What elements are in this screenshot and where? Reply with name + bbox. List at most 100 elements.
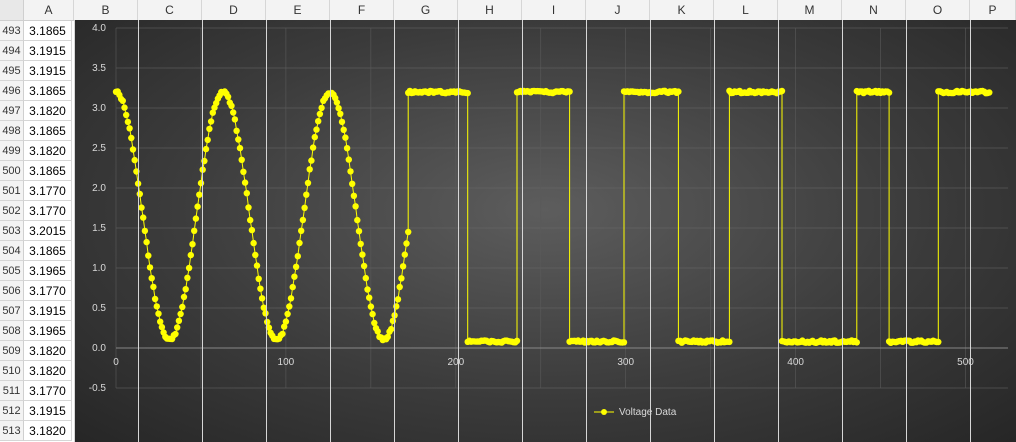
column-header-a[interactable]: A [24, 0, 74, 20]
column-header-e[interactable]: E [266, 0, 330, 20]
row-header[interactable]: 500 [0, 161, 24, 181]
column-header-f[interactable]: F [330, 0, 394, 20]
y-tick-label: 1.5 [92, 223, 106, 234]
row-header[interactable]: 493 [0, 21, 24, 41]
row-header[interactable]: 494 [0, 41, 24, 61]
y-tick-label: 2.5 [92, 143, 106, 154]
row-header[interactable]: 503 [0, 221, 24, 241]
data-point [405, 229, 411, 235]
cell-a[interactable]: 3.1770 [24, 201, 72, 221]
cell-a[interactable]: 3.1865 [24, 121, 72, 141]
row-header[interactable]: 501 [0, 181, 24, 201]
data-point [177, 311, 183, 317]
x-tick-label: 500 [957, 357, 974, 368]
grid-column-line [586, 20, 587, 442]
cell-a[interactable]: 3.1820 [24, 101, 72, 121]
grid-column-line [266, 20, 267, 442]
cell-a[interactable]: 3.1820 [24, 361, 72, 381]
cell-a[interactable]: 3.1865 [24, 21, 72, 41]
row-header[interactable]: 496 [0, 81, 24, 101]
cell-a[interactable]: 3.1965 [24, 261, 72, 281]
cell-a[interactable]: 3.1915 [24, 401, 72, 421]
cell-a[interactable]: 3.1820 [24, 421, 72, 441]
column-header-k[interactable]: K [650, 0, 714, 20]
cell-a[interactable]: 3.1770 [24, 281, 72, 301]
grid-column-line [202, 20, 203, 442]
data-point [250, 240, 256, 246]
row-header[interactable]: 502 [0, 201, 24, 221]
column-header-d[interactable]: D [202, 0, 266, 20]
row-header[interactable]: 505 [0, 261, 24, 281]
data-point [157, 319, 163, 325]
data-point [191, 228, 197, 234]
data-point [986, 89, 992, 95]
data-point [128, 135, 134, 141]
cell-a[interactable]: 3.1770 [24, 381, 72, 401]
data-point [264, 319, 270, 325]
cell-a[interactable]: 3.1915 [24, 41, 72, 61]
data-point [245, 204, 251, 210]
row-header[interactable]: 499 [0, 141, 24, 161]
row-header[interactable]: 497 [0, 101, 24, 121]
column-header-b[interactable]: B [74, 0, 138, 20]
column-header-i[interactable]: I [522, 0, 586, 20]
cell-a[interactable]: 3.2015 [24, 221, 72, 241]
row-header[interactable]: 513 [0, 421, 24, 441]
data-point [366, 295, 372, 301]
cell-a[interactable]: 3.1770 [24, 181, 72, 201]
data-point [312, 134, 318, 140]
chart-area[interactable]: -0.5 0.0 0.5 1.0 1.5 2.0 2.5 3.0 3.5 4.0 0 100 200 3… [74, 20, 1016, 442]
data-point [344, 145, 350, 151]
data-point [198, 180, 204, 186]
select-all-corner[interactable] [0, 0, 24, 20]
data-point [318, 105, 324, 111]
data-point [398, 275, 404, 281]
data-point [315, 118, 321, 124]
column-header-n[interactable]: N [842, 0, 906, 20]
row-header[interactable]: 508 [0, 321, 24, 341]
grid-column-line [778, 20, 779, 442]
cell-a[interactable]: 3.1965 [24, 321, 72, 341]
cell-a[interactable]: 3.1865 [24, 81, 72, 101]
column-header-g[interactable]: G [394, 0, 458, 20]
data-point [205, 137, 211, 143]
data-point [291, 274, 297, 280]
column-header-o[interactable]: O [906, 0, 970, 20]
data-point [194, 203, 200, 209]
data-point [313, 126, 319, 132]
cell-a[interactable]: 3.1865 [24, 161, 72, 181]
row-header[interactable]: 511 [0, 381, 24, 401]
data-point [176, 318, 182, 324]
series-line [116, 91, 989, 343]
cell-a[interactable]: 3.1865 [24, 241, 72, 261]
column-header-c[interactable]: C [138, 0, 202, 20]
data-point [364, 286, 370, 292]
column-header-h[interactable]: H [458, 0, 522, 20]
cell-a[interactable]: 3.1820 [24, 341, 72, 361]
y-tick-label: 4.0 [92, 23, 106, 34]
column-header-j[interactable]: J [586, 0, 650, 20]
row-header[interactable]: 512 [0, 401, 24, 421]
column-header-p[interactable]: P [970, 0, 1016, 20]
legend: Voltage Data [594, 407, 677, 418]
data-point [239, 157, 245, 163]
data-point [147, 264, 153, 270]
cell-a[interactable]: 3.1915 [24, 61, 72, 81]
column-header-m[interactable]: M [778, 0, 842, 20]
cell-a[interactable]: 3.1820 [24, 141, 72, 161]
row-header[interactable]: 507 [0, 301, 24, 321]
row-header[interactable]: 495 [0, 61, 24, 81]
row-header[interactable]: 509 [0, 341, 24, 361]
column-headers: ABCDEFGHIJKLMNOP [0, 0, 1016, 21]
data-point [257, 286, 263, 292]
data-point [132, 157, 138, 163]
data-point [339, 119, 345, 125]
data-point [208, 118, 214, 124]
y-tick-label: 1.0 [92, 263, 106, 274]
cell-a[interactable]: 3.1915 [24, 301, 72, 321]
row-header[interactable]: 506 [0, 281, 24, 301]
row-header[interactable]: 498 [0, 121, 24, 141]
row-header[interactable]: 510 [0, 361, 24, 381]
column-header-l[interactable]: L [714, 0, 778, 20]
row-header[interactable]: 504 [0, 241, 24, 261]
